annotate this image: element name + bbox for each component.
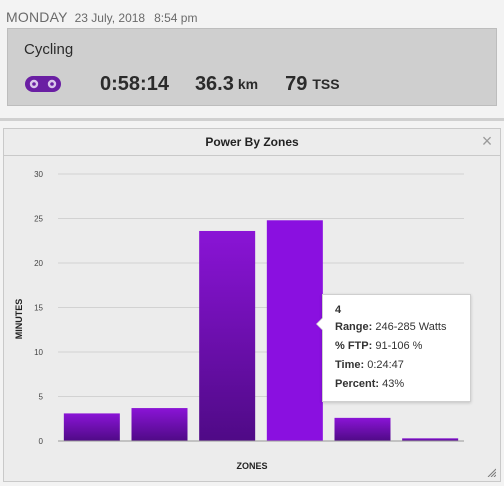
tooltip-ftp-value: 91-106 % [375, 340, 423, 352]
tooltip-range: Range: 246-285 Watts [335, 321, 470, 340]
tooltip-ftp-label: % FTP: [335, 340, 373, 352]
tooltip-zone: 4 [335, 304, 342, 316]
y-tick-label: 0 [39, 437, 44, 446]
workout-distance: 36.3 [194, 72, 234, 95]
y-tick-label: 20 [34, 259, 43, 268]
y-tick-label: 15 [34, 304, 43, 313]
bar-series [63, 220, 459, 441]
section-divider [0, 118, 504, 121]
y-axis-ticks: 0 5 10 15 20 25 30 [34, 170, 43, 446]
power-by-zones-panel: Power By Zones × 0 5 10 15 20 25 30 MINUTES ZO… [3, 128, 501, 482]
day-header: MONDAY 23 July, 2018 8:54 pm [6, 9, 197, 27]
tooltip-range-label: Range: [335, 321, 373, 333]
tooltip-range-value: 246-285 Watts [375, 321, 447, 333]
y-tick-label: 5 [39, 393, 44, 402]
workout-duration: 0:58:14 [100, 72, 169, 95]
zone-bar-2[interactable] [131, 408, 188, 441]
zone-bar-6[interactable] [402, 438, 459, 441]
day-name: MONDAY [6, 9, 68, 25]
y-tick-label: 30 [34, 170, 43, 179]
workout-summary-card[interactable]: Cycling 0:58:14 36.3 km 79 TSS [7, 28, 497, 106]
tooltip-percent-value: 43% [382, 378, 405, 390]
bike-chain-icon [25, 76, 61, 92]
tooltip-time: Time: 0:24:47 [335, 359, 470, 378]
sport-name: Cycling [24, 41, 74, 58]
zone-bar-3[interactable] [199, 230, 256, 441]
y-axis-label: MINUTES [14, 299, 24, 340]
zone-bar-5[interactable] [334, 417, 391, 441]
tooltip-percent: Percent: 43% [335, 378, 470, 397]
tooltip-time-value: 0:24:47 [367, 359, 404, 371]
tooltip-ftp: % FTP: 91-106 % [335, 340, 470, 359]
workout-tss: 79 [285, 72, 308, 95]
workout-time: 8:54 pm [154, 11, 198, 25]
x-axis-label: ZONES [236, 461, 267, 471]
resize-handle-icon[interactable] [486, 467, 496, 477]
panel-title: Power By Zones [4, 129, 500, 156]
tooltip-percent-label: Percent: [335, 378, 380, 390]
tooltip-time-label: Time: [335, 359, 365, 371]
workout-stats: 0:58:14 36.3 km 79 TSS [24, 70, 340, 98]
close-button[interactable]: × [481, 131, 493, 151]
y-tick-label: 25 [34, 215, 43, 224]
tss-unit: TSS [312, 76, 340, 92]
zone-bar-1[interactable] [63, 413, 120, 441]
distance-unit: km [237, 76, 259, 92]
zone-tooltip: 4 Range: 246-285 Watts % FTP: 91-106 % T… [316, 294, 471, 402]
y-tick-label: 10 [34, 348, 43, 357]
zone-bar-4[interactable] [266, 220, 323, 441]
workout-date: 23 July, 2018 [74, 11, 146, 25]
